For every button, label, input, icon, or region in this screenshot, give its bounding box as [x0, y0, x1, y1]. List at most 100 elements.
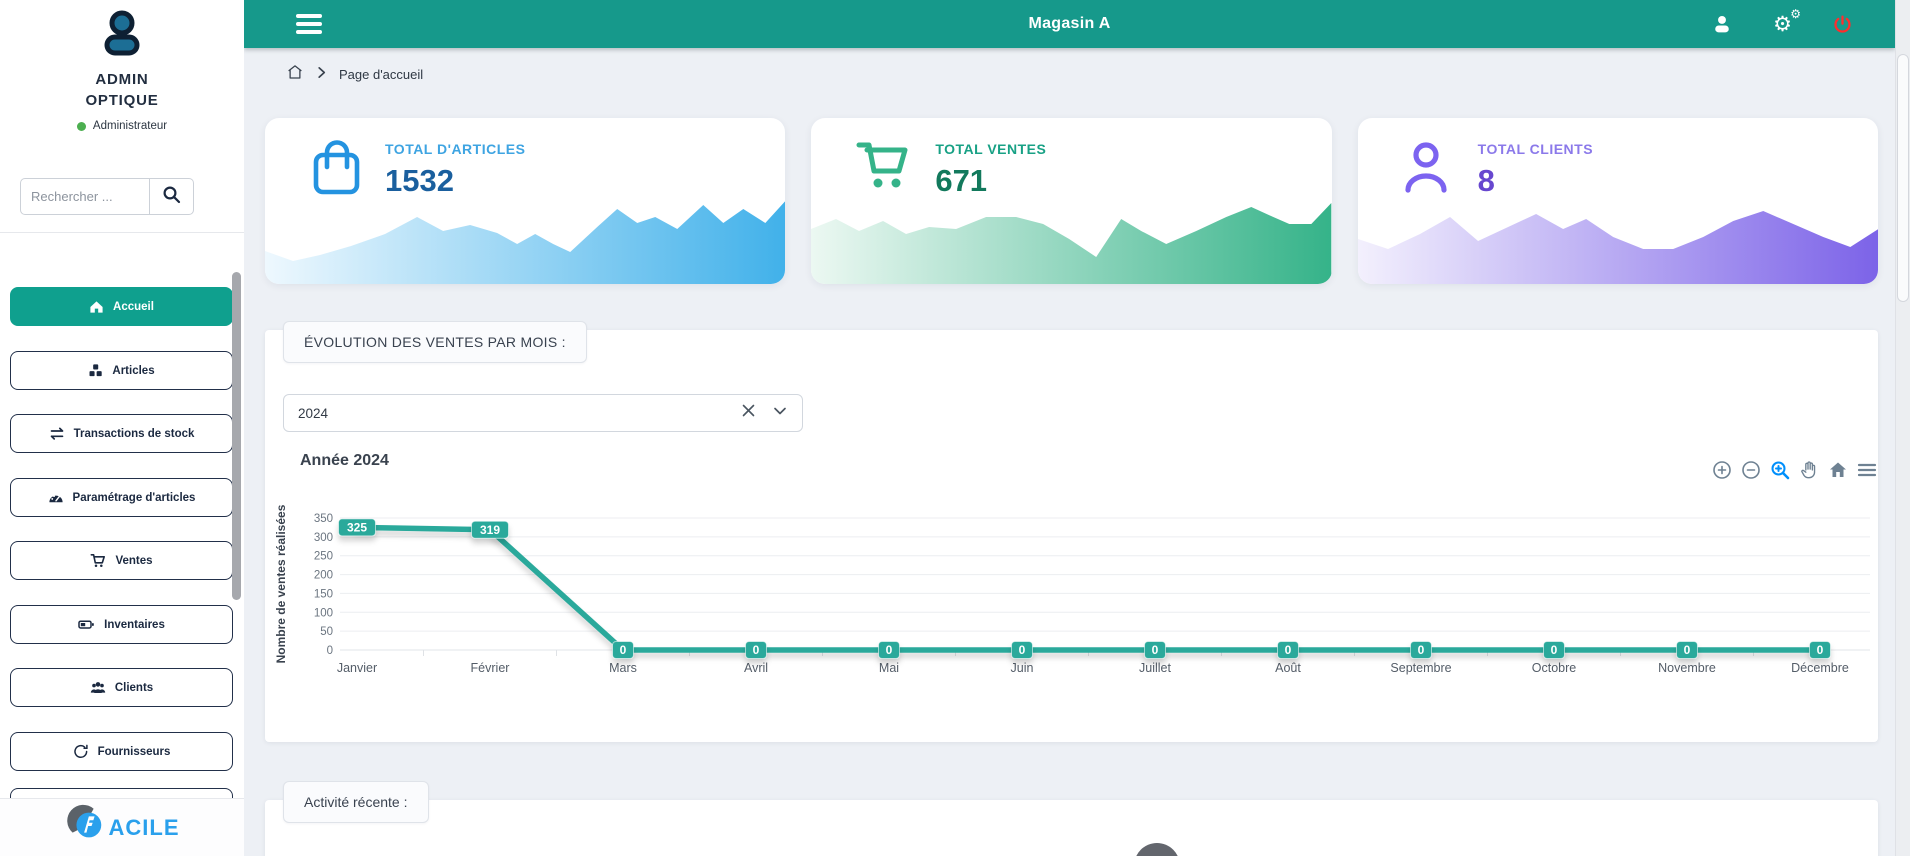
- toolbar-menu-icon[interactable]: [1857, 461, 1877, 479]
- sales-line-chart[interactable]: 0 50 100 150 200 250 300 350 Janvier Février Mars A…: [265, 330, 1878, 742]
- breadcrumb-home-icon[interactable]: [286, 63, 304, 86]
- pan-hand-icon[interactable]: [1799, 460, 1819, 480]
- stat-value: 671: [935, 163, 988, 198]
- y-tick-label: 200: [314, 570, 333, 582]
- avatar: [96, 10, 148, 64]
- y-tick-label: 0: [327, 645, 333, 657]
- search-input[interactable]: [20, 178, 150, 215]
- user-icon[interactable]: [1711, 13, 1733, 35]
- selection-zoom-icon[interactable]: [1770, 460, 1790, 480]
- divider: [0, 232, 244, 233]
- sidebar-item-parametrage[interactable]: Paramétrage d'articles: [10, 478, 233, 517]
- facile-logo-icon: [65, 804, 107, 851]
- data-label-badge: [1410, 641, 1432, 659]
- sparkline-ventes: [811, 203, 1332, 284]
- sidebar-scrollbar-thumb[interactable]: [232, 272, 241, 600]
- stat-label: TOTAL VENTES: [935, 141, 1047, 157]
- zoom-out-icon[interactable]: [1741, 460, 1761, 480]
- card-total-ventes: TOTAL VENTES 671: [811, 118, 1332, 284]
- user-name: ADMIN OPTIQUE: [85, 71, 159, 109]
- sales-panel-title: ÉVOLUTION DES VENTES PAR MOIS :: [283, 321, 587, 363]
- data-label-badge: [1809, 641, 1831, 659]
- recent-activity-panel: [265, 800, 1878, 856]
- loading-spinner: [1134, 843, 1180, 856]
- year-select-value: 2024: [298, 405, 329, 421]
- data-label-badge: [1277, 641, 1299, 659]
- data-label-badge: [1144, 641, 1166, 659]
- sales-series-line: [354, 524, 1823, 653]
- y-tick-label: 100: [314, 607, 333, 619]
- x-month-label: Décembre: [1791, 661, 1849, 675]
- sparkline-clients: [1357, 211, 1878, 284]
- circular-arrow-icon: [73, 744, 89, 759]
- chart-title: Année 2024: [300, 452, 389, 469]
- sidebar-item-ventes[interactable]: Ventes: [10, 541, 233, 580]
- data-label-badge: [1011, 641, 1033, 659]
- data-label-value: 0: [886, 643, 893, 657]
- data-label-value: 0: [1684, 643, 1691, 657]
- shopping-cart-icon: [853, 138, 917, 203]
- store-title: Magasin A: [1028, 15, 1111, 32]
- data-label-badge: [1676, 641, 1698, 659]
- recent-activity-title: Activité récente :: [283, 781, 429, 823]
- y-tick-label: 50: [320, 626, 333, 638]
- x-month-label: Juin: [1011, 661, 1034, 675]
- breadcrumb-chevron-icon: [315, 66, 328, 84]
- x-month-label: Novembre: [1658, 661, 1716, 675]
- data-label-value: 0: [753, 643, 760, 657]
- sidebar-item-fournisseurs[interactable]: Fournisseurs: [10, 732, 233, 771]
- sidebar-item-articles[interactable]: Articles: [10, 351, 233, 390]
- data-label-badge: [1543, 641, 1565, 659]
- data-label-value: 0: [1817, 643, 1824, 657]
- app-logo: ACILE: [0, 798, 244, 856]
- power-icon[interactable]: [1832, 14, 1853, 35]
- x-month-label: Juillet: [1139, 661, 1171, 675]
- x-month-label: Janvier: [337, 661, 377, 675]
- card-total-clients: TOTAL CLIENTS 8: [1357, 118, 1878, 284]
- x-month-label: Février: [471, 661, 510, 675]
- search-button[interactable]: [150, 178, 194, 215]
- data-label-value: 0: [1152, 643, 1159, 657]
- page-scrollbar: [1895, 0, 1910, 856]
- y-axis-title: Nombre de ventes réalisées: [274, 504, 288, 663]
- data-label-value: 0: [1285, 643, 1292, 657]
- exchange-arrows-icon: [49, 426, 65, 441]
- battery-icon: [78, 617, 95, 632]
- data-label-value: 0: [1019, 643, 1026, 657]
- x-month-label: Avril: [744, 661, 768, 675]
- page-scrollbar-thumb[interactable]: [1897, 54, 1909, 302]
- data-label-badge: [878, 641, 900, 659]
- sidebar-item-accueil[interactable]: Accueil: [10, 287, 233, 326]
- gears-icon[interactable]: ⚙ ⚙: [1773, 6, 1801, 36]
- y-tick-label: 250: [314, 551, 333, 563]
- zoom-in-icon[interactable]: [1712, 460, 1732, 480]
- breadcrumb: Page d'accueil: [286, 63, 423, 86]
- reset-home-icon[interactable]: [1828, 460, 1848, 480]
- data-label-badge: [612, 641, 634, 659]
- data-label-value: 0: [620, 643, 627, 657]
- stat-label: TOTAL D'ARTICLES: [385, 141, 526, 157]
- logo-text: ACILE: [108, 814, 180, 840]
- sidebar-item-partial[interactable]: [10, 788, 233, 800]
- data-label-value: 0: [1551, 643, 1558, 657]
- sidebar: ADMIN OPTIQUE Administrateur: [0, 0, 244, 856]
- x-month-label: Mai: [879, 661, 899, 675]
- data-label-value: 325: [347, 521, 367, 535]
- chevron-down-icon[interactable]: [772, 403, 788, 424]
- x-month-label: Septembre: [1390, 661, 1451, 675]
- y-tick-label: 150: [314, 588, 333, 600]
- stat-label: TOTAL CLIENTS: [1477, 141, 1594, 157]
- profile-block: ADMIN OPTIQUE Administrateur: [0, 8, 244, 132]
- hamburger-icon[interactable]: [296, 14, 322, 34]
- year-select[interactable]: 2024: [283, 394, 803, 432]
- sidebar-item-transactions[interactable]: Transactions de stock: [10, 414, 233, 453]
- y-tick-label: 350: [314, 513, 333, 525]
- user-role: Administrateur: [92, 120, 168, 132]
- sidebar-item-inventaires[interactable]: Inventaires: [10, 605, 233, 644]
- data-label-badge: [338, 518, 376, 537]
- sidebar-item-clients[interactable]: Clients: [10, 668, 233, 707]
- card-total-articles: TOTAL D'ARTICLES 1532: [265, 118, 786, 284]
- clear-x-icon[interactable]: [741, 403, 756, 423]
- x-month-label: Mars: [609, 661, 637, 675]
